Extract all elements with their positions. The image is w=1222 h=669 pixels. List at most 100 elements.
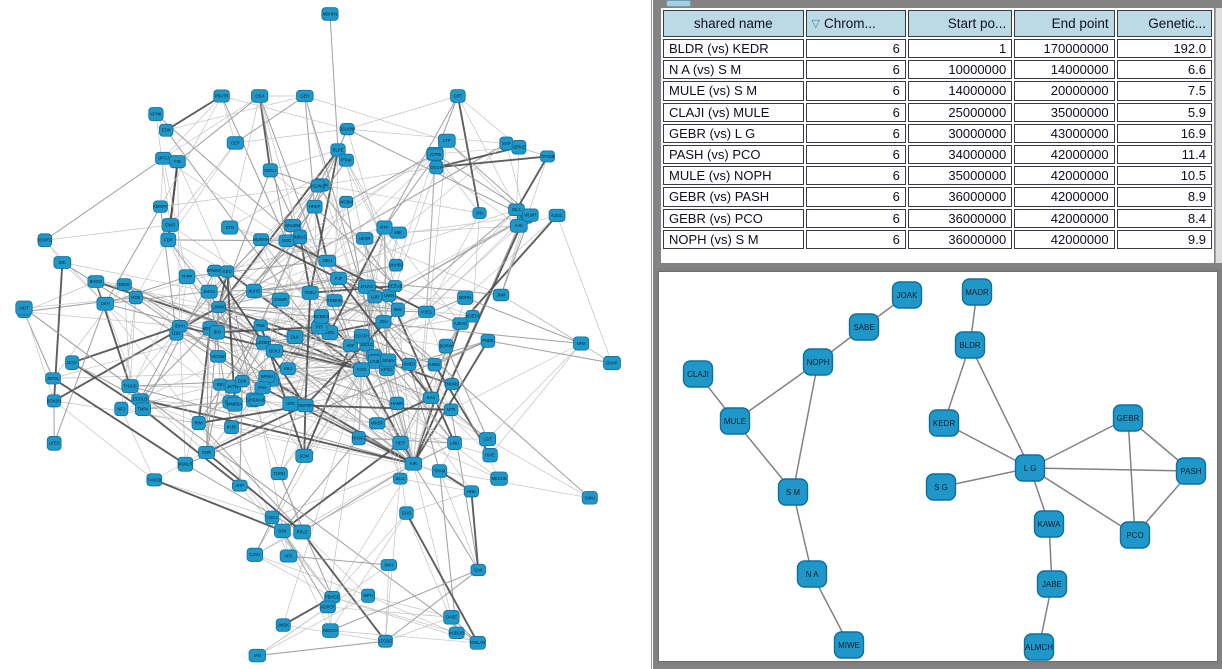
subnetwork-node-MIWE[interactable]: MIWE (833, 631, 865, 659)
cell-shared-name[interactable]: CLAJI (vs) MULE (663, 102, 804, 122)
network-node[interactable]: BIO (209, 325, 226, 340)
network-node[interactable]: OCGP (429, 160, 444, 175)
network-node[interactable]: SMDJ (402, 357, 417, 371)
network-edge[interactable] (160, 184, 322, 207)
network-edge[interactable] (358, 369, 363, 439)
network-edge[interactable] (377, 422, 500, 479)
network-node[interactable]: IAN (248, 648, 266, 663)
network-node[interactable]: OEU (318, 254, 337, 267)
network-edge[interactable] (271, 463, 414, 518)
network-node[interactable]: AERUE (511, 140, 527, 155)
network-node[interactable]: SHOJ (200, 284, 218, 299)
network-node[interactable]: HAMR (389, 396, 405, 410)
network-edge[interactable] (384, 227, 461, 324)
network-node[interactable]: CRR (198, 445, 216, 459)
network-edge[interactable] (388, 214, 531, 296)
network-edge[interactable] (346, 160, 397, 266)
network-node[interactable]: OAEE (443, 609, 460, 625)
network-edge[interactable] (398, 225, 519, 233)
network-edge[interactable] (235, 128, 348, 144)
network-edge[interactable] (456, 95, 481, 214)
network-node[interactable]: RPLE (293, 524, 311, 540)
network-node[interactable]: INBUC (293, 229, 308, 245)
network-node[interactable]: UESR (355, 232, 374, 245)
network-node[interactable]: DIC (53, 256, 72, 269)
network-edge[interactable] (516, 147, 520, 210)
network-edge[interactable] (446, 140, 531, 216)
network-node[interactable]: KKH (380, 559, 398, 571)
network-node[interactable]: MPH (361, 588, 376, 603)
network-edge[interactable] (44, 240, 106, 305)
network-edge[interactable] (412, 340, 489, 465)
network-edge[interactable] (489, 343, 582, 456)
network-edge[interactable] (53, 303, 106, 444)
network-node[interactable]: HEIT (392, 435, 409, 451)
network-edge[interactable] (358, 437, 488, 440)
cell-value[interactable]: 30000000 (907, 123, 1013, 143)
network-edge[interactable] (179, 276, 188, 327)
network-edge[interactable] (165, 95, 223, 132)
network-edge[interactable] (337, 277, 432, 399)
network-edge[interactable] (206, 404, 306, 454)
network-node[interactable]: EWO (161, 218, 179, 232)
cell-value[interactable]: 7.5 (1116, 81, 1212, 101)
subnetwork-edge-GEBR-PCO[interactable] (1127, 417, 1136, 536)
table-row[interactable]: BLDR (vs) KEDR 6 1 170000000 192.0 (663, 39, 1212, 59)
network-node[interactable]: CEP (226, 136, 244, 150)
network-node[interactable]: BORN (457, 290, 474, 305)
network-node[interactable]: KKJ (280, 362, 296, 376)
network-edge[interactable] (439, 470, 458, 633)
network-edge[interactable] (299, 236, 335, 301)
network-node[interactable]: PBATR (213, 89, 230, 103)
network-edge[interactable] (397, 143, 507, 233)
cell-value[interactable]: 5.9 (1116, 102, 1212, 122)
network-edge[interactable] (450, 343, 582, 411)
cell-value[interactable]: 9.9 (1116, 229, 1212, 249)
network-edge[interactable] (254, 554, 369, 597)
network-edge[interactable] (278, 316, 322, 474)
network-edge[interactable] (413, 140, 448, 464)
network-edge[interactable] (385, 616, 452, 642)
table-row[interactable]: MULE (vs) S M 6 14000000 20000000 7.5 (663, 81, 1212, 101)
network-edge[interactable] (235, 95, 306, 144)
network-node[interactable]: SPMH (258, 370, 276, 383)
network-edge[interactable] (274, 335, 362, 352)
network-edge[interactable] (347, 95, 458, 130)
network-edge[interactable] (229, 95, 260, 228)
column-header-end-point[interactable]: End point (1014, 10, 1115, 37)
network-edge[interactable] (269, 379, 414, 465)
cell-value[interactable]: 8.9 (1116, 187, 1212, 207)
network-edge[interactable] (135, 239, 169, 298)
network-edge[interactable] (142, 408, 241, 487)
network-node[interactable]: CJAU (246, 547, 264, 562)
network-edge[interactable] (198, 325, 262, 424)
scrollbar-thumb[interactable] (666, 0, 691, 7)
subnetwork-node-PCO[interactable]: PCO (1119, 521, 1151, 549)
cell-value[interactable]: 42000000 (1014, 208, 1115, 228)
cell-value[interactable]: 1 (907, 39, 1013, 59)
subnetwork-edge-LG-PCO[interactable] (1029, 467, 1136, 536)
network-edge[interactable] (332, 596, 457, 634)
overview-network-panel[interactable]: MBHFN RLPE SHOJ EJDL BSWTG UPC FDP THJUS HRKP JDC… (0, 0, 651, 669)
network-edge[interactable] (257, 606, 329, 656)
network-node[interactable]: KWLAN (469, 636, 486, 650)
network-edge[interactable] (206, 384, 221, 453)
network-edge[interactable] (260, 325, 268, 377)
network-node[interactable]: SOETA (465, 309, 480, 323)
network-edge[interactable] (321, 316, 362, 370)
cell-value[interactable]: 6 (805, 187, 906, 207)
network-node[interactable]: JFLKG (358, 279, 376, 294)
network-node[interactable]: RRMHM (326, 294, 344, 307)
network-edge[interactable] (281, 530, 329, 608)
network-node[interactable]: IDKH (171, 320, 188, 333)
network-node[interactable]: ASNU (427, 357, 442, 372)
network-node[interactable]: ERWWP (206, 264, 223, 277)
network-edge[interactable] (124, 284, 264, 344)
network-edge[interactable] (282, 369, 362, 626)
network-edge[interactable] (288, 555, 389, 566)
network-node[interactable]: DLK (286, 329, 304, 344)
network-edge[interactable] (153, 478, 283, 532)
network-edge[interactable] (167, 239, 211, 329)
network-node[interactable]: IWDOO (322, 623, 339, 638)
subnetwork-edge-NOPH-SM[interactable] (792, 361, 819, 493)
